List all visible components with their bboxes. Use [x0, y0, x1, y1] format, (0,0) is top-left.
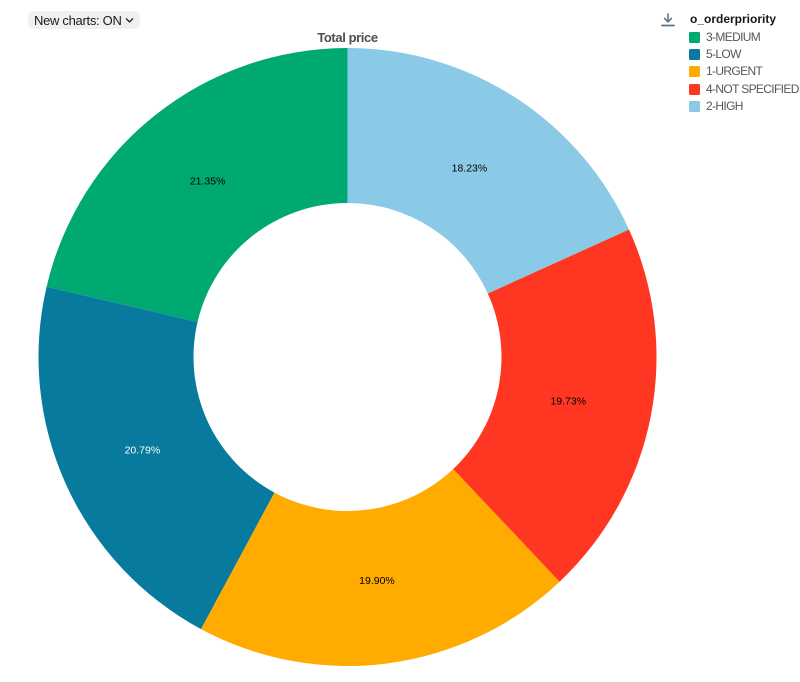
- legend-item-label: 3-MEDIUM: [706, 30, 761, 45]
- legend-swatch: [689, 100, 700, 112]
- legend-swatch: [689, 66, 700, 78]
- chart-title: Total price: [317, 29, 378, 45]
- legend-item-label: 4-NOT SPECIFIED: [706, 81, 799, 96]
- pie-slice-4-not-specified[interactable]: [453, 229, 657, 582]
- legend-item-label: 5-LOW: [706, 47, 741, 62]
- legend-item-4-not-specified[interactable]: 4-NOT SPECIFIED: [689, 81, 799, 98]
- new-charts-toggle-label: New charts: ON: [34, 12, 122, 28]
- slice-label-4-not-specified: 19.73%: [550, 395, 586, 407]
- legend-item-label: 1-URGENT: [706, 64, 763, 79]
- slice-label-2-high: 18.23%: [452, 163, 488, 175]
- legend-item-label: 2-HIGH: [706, 98, 743, 113]
- slice-label-3-medium: 21.35%: [190, 176, 226, 188]
- download-icon: [661, 13, 675, 27]
- pie-slice-5-low[interactable]: [38, 286, 275, 630]
- new-charts-toggle[interactable]: New charts: ON: [28, 11, 140, 29]
- legend-title: o_orderpriority: [690, 12, 777, 26]
- legend-swatch: [689, 49, 700, 61]
- legend-item-3-medium[interactable]: 3-MEDIUM: [689, 29, 799, 46]
- slice-label-5-low: 20.79%: [125, 444, 161, 456]
- legend-item-5-low[interactable]: 5-LOW: [689, 46, 799, 63]
- download-button[interactable]: [661, 13, 675, 27]
- legend-header: o_orderpriority: [661, 11, 776, 28]
- legend-swatch: [689, 83, 700, 95]
- legend-item-1-urgent[interactable]: 1-URGENT: [689, 63, 799, 80]
- legend: 3-MEDIUM 5-LOW 1-URGENT 4-NOT SPECIFIED 2-HI…: [689, 29, 799, 115]
- pie-slice-1-urgent[interactable]: [201, 468, 560, 666]
- pie-slice-3-medium[interactable]: [46, 48, 348, 322]
- slice-label-1-urgent: 19.90%: [359, 575, 395, 587]
- pie-slice-2-high[interactable]: [347, 48, 629, 294]
- chevron-down-icon: [125, 18, 133, 23]
- legend-swatch: [689, 32, 700, 44]
- legend-item-2-high[interactable]: 2-HIGH: [689, 98, 799, 115]
